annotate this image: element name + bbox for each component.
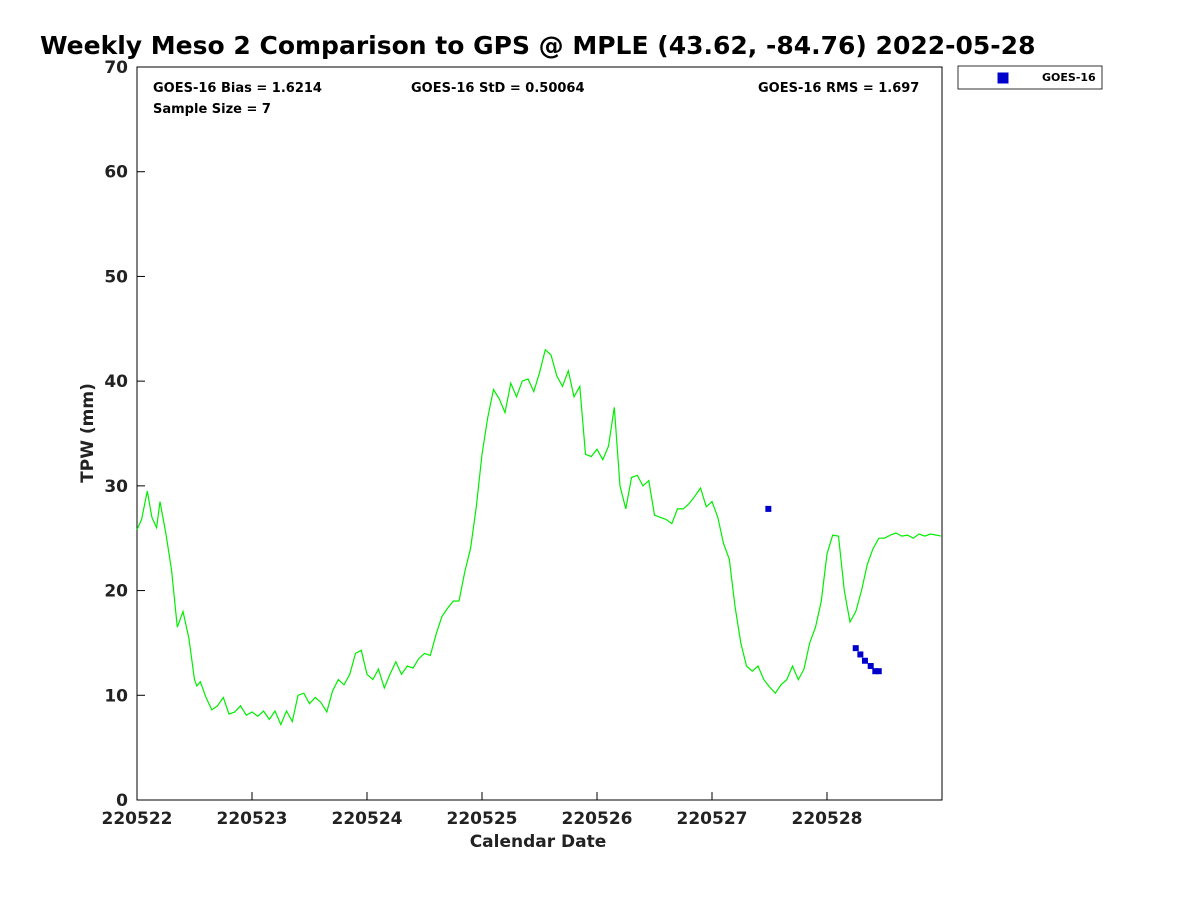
legend-box (957, 65, 1103, 90)
y-tick-label: 20 (104, 582, 128, 602)
x-tick-label: 220525 (447, 809, 518, 829)
x-tick-label: 220522 (102, 809, 173, 829)
plot-area (136, 66, 943, 801)
y-tick-label: 40 (104, 372, 128, 392)
chart-title: Weekly Meso 2 Comparison to GPS @ MPLE (… (40, 31, 1035, 60)
y-tick-label: 10 (104, 686, 128, 706)
y-tick-label: 70 (104, 58, 128, 78)
stat-rms: GOES-16 RMS = 1.697 (758, 81, 919, 96)
y-tick-label: 60 (104, 163, 128, 183)
y-tick-label: 30 (104, 477, 128, 497)
stat-bias: GOES-16 Bias = 1.6214 (153, 81, 322, 96)
x-tick-label: 220523 (217, 809, 288, 829)
y-tick-label: 0 (116, 791, 128, 811)
goes16-point (867, 662, 874, 669)
goes16-point (852, 645, 859, 652)
x-axis-label: Calendar Date (470, 832, 607, 852)
series-line-gps (136, 348, 942, 727)
y-ticks: 0 10 20 30 40 50 60 70 (104, 58, 145, 811)
legend-marker-goes16 (997, 72, 1009, 84)
x-tick-label: 220524 (332, 809, 403, 829)
x-tick-label: 220528 (792, 809, 863, 829)
goes16-point (875, 668, 882, 675)
goes16-point (765, 505, 772, 512)
legend-label-goes16: GOES-16 (1042, 71, 1096, 84)
goes16-point (872, 668, 879, 675)
y-axis-label: TPW (mm) (78, 383, 98, 483)
x-tick-label: 220526 (562, 809, 633, 829)
legend: GOES-16 (957, 65, 1103, 90)
x-ticks: 220522 220523 220524 220525 220526 220527 2205… (102, 792, 863, 829)
goes16-point (861, 657, 868, 664)
stat-sample-size: Sample Size = 7 (153, 102, 271, 117)
y-tick-label: 50 (104, 267, 128, 287)
stat-std: GOES-16 StD = 0.50064 (411, 81, 585, 96)
goes16-point (857, 651, 864, 658)
series-points-goes16 (765, 505, 882, 675)
x-tick-label: 220527 (677, 809, 748, 829)
